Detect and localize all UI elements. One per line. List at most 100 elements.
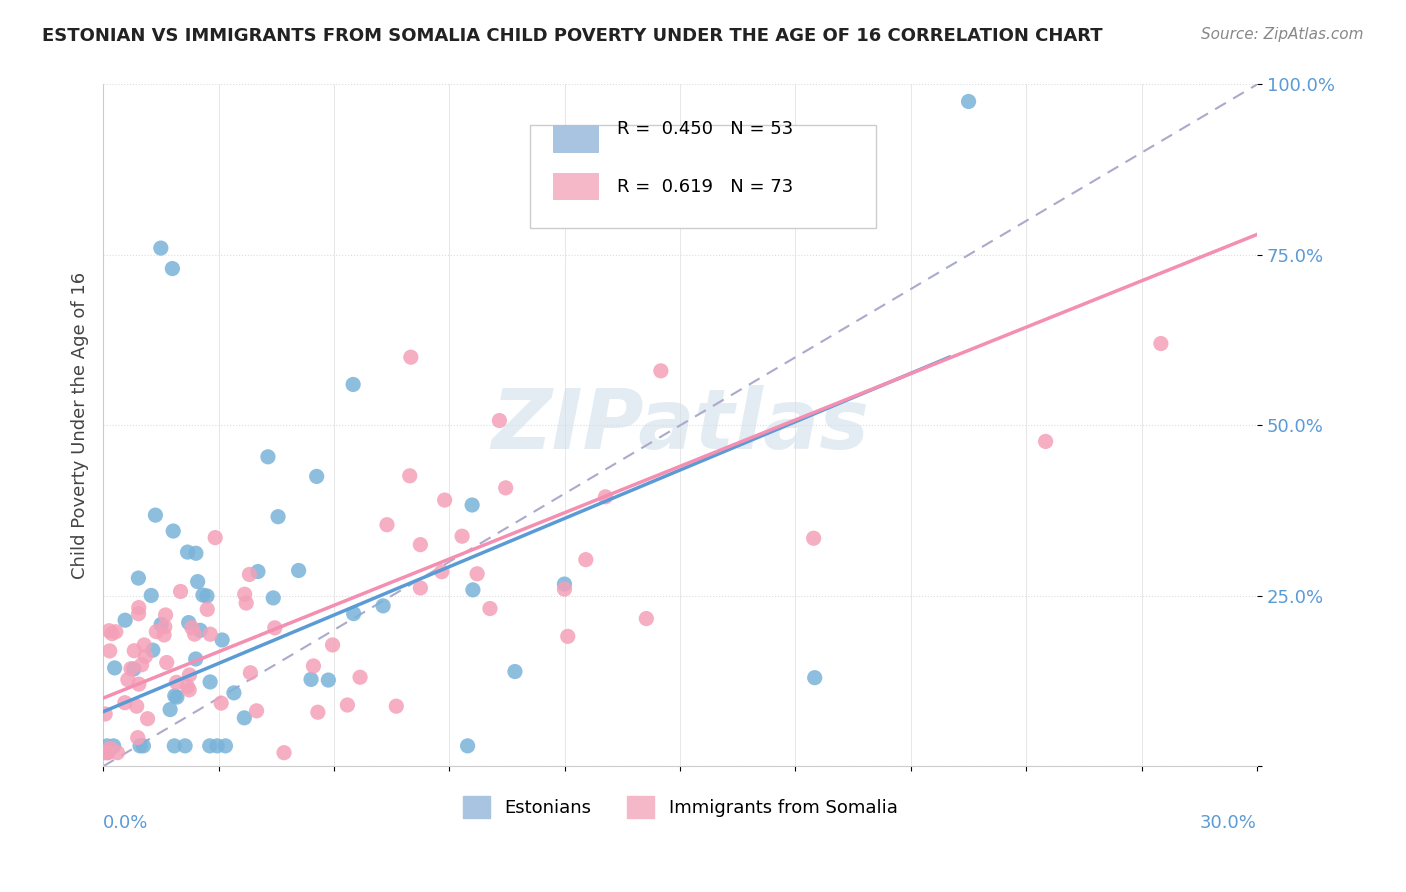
Point xyxy=(457,739,479,753)
Point xyxy=(155,607,177,622)
Point xyxy=(142,643,165,657)
Point xyxy=(322,638,344,652)
Point xyxy=(94,706,117,721)
Point xyxy=(636,611,658,625)
Point xyxy=(104,661,127,675)
Point xyxy=(104,624,127,639)
Point xyxy=(97,746,120,760)
Point xyxy=(129,739,152,753)
Point xyxy=(222,686,245,700)
Point xyxy=(245,704,267,718)
Point xyxy=(307,705,329,719)
Point xyxy=(371,599,394,613)
Point xyxy=(299,673,322,687)
Point xyxy=(257,450,280,464)
Point xyxy=(409,538,432,552)
Point xyxy=(176,545,198,559)
Point xyxy=(96,739,118,753)
Point xyxy=(149,241,172,255)
Point xyxy=(305,469,328,483)
Text: R =  0.619   N = 73: R = 0.619 N = 73 xyxy=(617,178,793,195)
Point xyxy=(184,652,207,666)
Point xyxy=(650,364,672,378)
Point xyxy=(595,490,617,504)
Text: Source: ZipAtlas.com: Source: ZipAtlas.com xyxy=(1201,27,1364,42)
Point xyxy=(169,584,191,599)
Point xyxy=(1150,336,1173,351)
Point xyxy=(150,617,173,632)
Point xyxy=(177,615,200,630)
Point xyxy=(176,680,198,694)
Point xyxy=(97,746,120,760)
Point xyxy=(235,596,257,610)
Point xyxy=(957,95,980,109)
Point xyxy=(166,690,188,705)
Point xyxy=(488,413,510,427)
Point xyxy=(575,552,598,566)
Point xyxy=(131,657,153,672)
Point xyxy=(114,613,136,627)
Text: ESTONIAN VS IMMIGRANTS FROM SOMALIA CHILD POVERTY UNDER THE AGE OF 16 CORRELATIO: ESTONIAN VS IMMIGRANTS FROM SOMALIA CHIL… xyxy=(42,27,1102,45)
Point xyxy=(433,493,456,508)
Point xyxy=(503,665,526,679)
FancyBboxPatch shape xyxy=(553,126,599,153)
Point xyxy=(195,589,218,603)
Point xyxy=(211,632,233,647)
Point xyxy=(122,643,145,657)
Point xyxy=(198,739,221,753)
Point xyxy=(145,508,167,523)
Point xyxy=(162,261,184,276)
Point xyxy=(198,674,221,689)
Point xyxy=(122,662,145,676)
FancyBboxPatch shape xyxy=(530,126,876,227)
Point xyxy=(238,567,260,582)
Point xyxy=(267,509,290,524)
Point xyxy=(159,702,181,716)
Point xyxy=(134,649,156,664)
Point xyxy=(336,698,359,712)
Point xyxy=(318,673,340,687)
Point xyxy=(273,746,295,760)
Point xyxy=(127,571,149,585)
Point xyxy=(803,531,825,545)
Point xyxy=(287,564,309,578)
Point xyxy=(204,531,226,545)
Point xyxy=(156,656,179,670)
Point xyxy=(103,739,125,753)
Point xyxy=(166,675,188,690)
Point xyxy=(120,662,142,676)
Point xyxy=(141,589,163,603)
Point xyxy=(127,731,149,745)
Point xyxy=(375,517,398,532)
Text: ZIPatlas: ZIPatlas xyxy=(491,384,869,466)
Point xyxy=(162,524,184,538)
Point xyxy=(195,602,218,616)
Point xyxy=(163,739,186,753)
Point xyxy=(128,677,150,691)
Point xyxy=(399,350,422,364)
Point xyxy=(163,689,186,703)
Point xyxy=(98,624,121,638)
Point xyxy=(495,481,517,495)
Point xyxy=(200,627,222,641)
Point xyxy=(134,638,156,652)
Point xyxy=(180,621,202,635)
Point xyxy=(132,739,155,753)
Point xyxy=(136,712,159,726)
Point xyxy=(343,607,366,621)
Point xyxy=(183,627,205,641)
Point xyxy=(205,739,228,753)
Point xyxy=(93,746,115,760)
Legend: Estonians, Immigrants from Somalia: Estonians, Immigrants from Somalia xyxy=(456,789,905,825)
Point xyxy=(214,739,236,753)
Point xyxy=(553,582,575,596)
Point xyxy=(117,673,139,687)
Point xyxy=(239,665,262,680)
Point xyxy=(461,498,484,512)
Point xyxy=(191,588,214,602)
FancyBboxPatch shape xyxy=(553,173,599,201)
Point xyxy=(349,670,371,684)
Point xyxy=(153,628,176,642)
Text: R =  0.450   N = 53: R = 0.450 N = 53 xyxy=(617,120,793,137)
Point xyxy=(233,587,256,601)
